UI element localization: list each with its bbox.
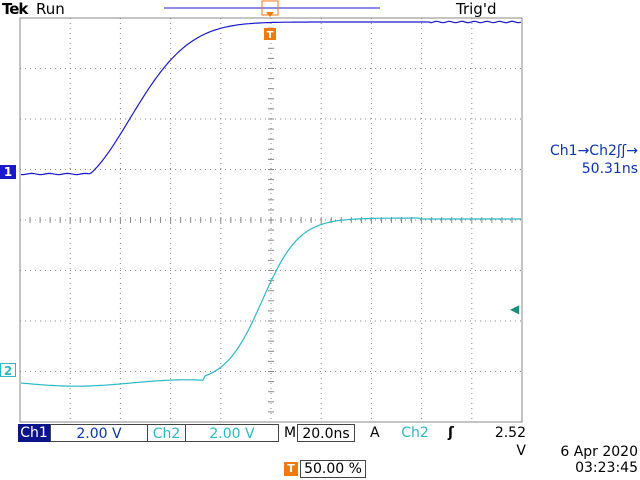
time: 03:23:45	[575, 460, 638, 476]
trigger-marker-label: T	[267, 30, 274, 41]
graticule-grid	[19, 17, 523, 423]
trigger-marker[interactable]	[264, 28, 276, 40]
top-status-bar: Tek Run Trig'd	[0, 0, 640, 18]
ch1-ground-marker[interactable]: 1	[0, 165, 16, 179]
trigger-level[interactable]: 2.52 V	[494, 425, 526, 459]
measurement-value: 50.31ns	[581, 161, 638, 177]
trigger-position-icon: T	[284, 462, 298, 476]
trigger-label: A	[370, 425, 380, 441]
timebase-label: M	[284, 425, 297, 441]
brand-logo: Tek	[2, 0, 28, 18]
trigger-position[interactable]: 50.00 %	[300, 460, 366, 478]
trigger-position-arrow	[266, 12, 274, 17]
bottom-status-bar: Ch1 2.00 V Ch2 2.00 V M 20.0ns A Ch2 ʃ 2…	[18, 424, 526, 459]
ch2-scale[interactable]: 2.00 V	[186, 424, 279, 442]
trigger-source[interactable]: Ch2	[401, 425, 429, 441]
rising-edge-icon: ʃ	[448, 425, 454, 441]
ch1-waveform	[20, 20, 522, 176]
measurement-label: Ch1→Ch2ʃʃ→	[550, 143, 638, 159]
trigger-status: Trig'd	[456, 0, 497, 18]
ch2-label[interactable]: Ch2	[148, 424, 186, 442]
date: 6 Apr 2020	[560, 444, 638, 460]
acquisition-mode: Run	[36, 0, 65, 18]
timebase-value[interactable]: 20.0ns	[297, 424, 355, 442]
ch2-waveform	[20, 217, 521, 387]
trigger-level-icon[interactable]: ◀	[510, 302, 520, 316]
ch1-label[interactable]: Ch1	[18, 424, 50, 442]
ch1-scale[interactable]: 2.00 V	[50, 424, 148, 442]
ch2-ground-marker[interactable]: 2	[0, 363, 16, 378]
measurement-readout: Ch1→Ch2ʃʃ→ 50.31ns	[510, 142, 638, 178]
